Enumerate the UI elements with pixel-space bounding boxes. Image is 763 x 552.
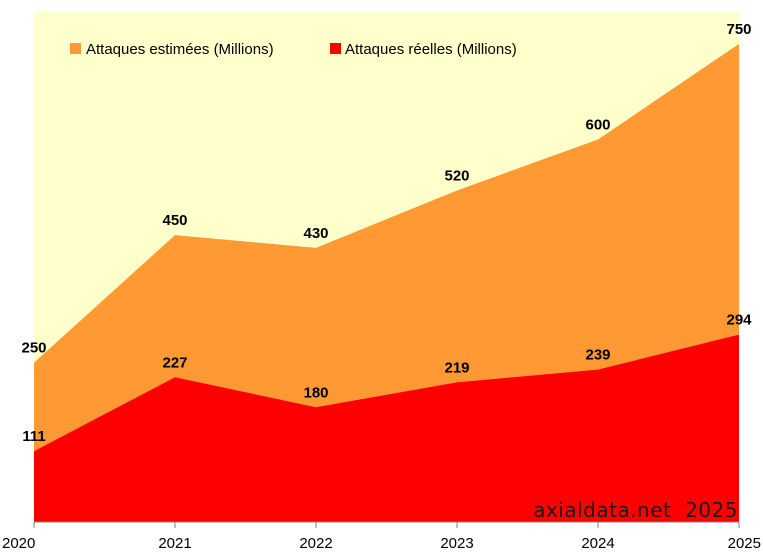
x-tick-label-2021: 2021 <box>158 535 191 552</box>
x-tick-label-2025: 2025 <box>728 535 761 552</box>
data-label-estimated-2022: 430 <box>303 225 328 242</box>
data-label-actual-2025: 294 <box>726 312 752 329</box>
legend-label-estimated: Attaques estimées (Millions) <box>86 41 274 58</box>
data-label-actual-2023: 219 <box>444 359 469 376</box>
watermark: axialdata.net 2025 <box>533 498 738 522</box>
x-tick-label-2020: 2020 <box>2 535 35 552</box>
area-layer <box>34 43 739 522</box>
legend-swatch-actual <box>330 43 341 54</box>
data-label-estimated-2021: 450 <box>162 212 187 229</box>
data-label-actual-2021: 227 <box>162 354 187 371</box>
data-label-estimated-2020: 250 <box>21 340 46 357</box>
data-label-layer: 250 450 430 520 600 750 111 227 180 219 239 294 <box>21 21 752 445</box>
data-label-estimated-2024: 600 <box>585 117 610 134</box>
data-label-actual-2020: 111 <box>22 428 45 445</box>
legend-label-actual: Attaques réelles (Millions) <box>345 41 517 58</box>
x-axis: 2020 2021 2022 2023 2024 2025 <box>2 521 761 552</box>
legend: Attaques estimées (Millions) Attaques ré… <box>70 41 517 58</box>
data-label-actual-2022: 180 <box>303 384 328 401</box>
data-label-estimated-2023: 520 <box>444 168 469 185</box>
data-label-estimated-2025: 750 <box>726 21 751 38</box>
x-tick-label-2023: 2023 <box>440 535 473 552</box>
legend-swatch-estimated <box>70 43 81 54</box>
area-actual <box>34 334 739 522</box>
data-label-actual-2024: 239 <box>585 347 610 364</box>
x-tick-label-2024: 2024 <box>581 535 614 552</box>
x-tick-label-2022: 2022 <box>299 535 332 552</box>
